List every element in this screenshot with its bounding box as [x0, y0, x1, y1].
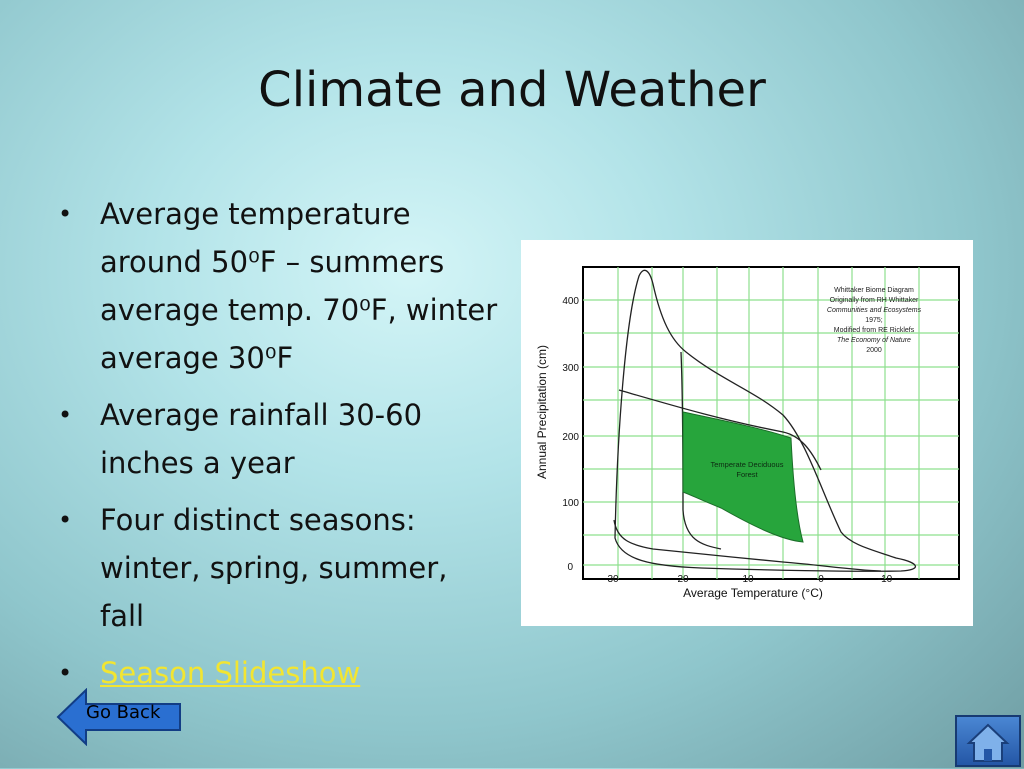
y-tick: 100 [562, 498, 579, 509]
region-label-line1: Temperate Deciduous [711, 460, 784, 469]
credit-block: Whittaker Biome Diagram Originally from … [827, 287, 922, 354]
x-tick: 30 [607, 574, 619, 585]
credit-line: Whittaker Biome Diagram [834, 287, 914, 294]
y-tick-labels: 400 300 200 100 0 [562, 296, 579, 573]
bullet-item: • Average rainfall 30-60 inches a year [58, 391, 498, 487]
bullet-dot: • [58, 401, 73, 429]
y-tick: 200 [562, 432, 579, 443]
bullet-dot: • [58, 659, 73, 687]
credit-line: 2000 [866, 347, 882, 354]
biome-diagram-svg: Temperate Deciduous Forest Whittaker Bio… [535, 266, 960, 600]
bullet-text: Average rainfall 30-60 inches a year [100, 398, 423, 480]
bullet-text: Four distinct seasons: winter, spring, s… [100, 503, 448, 633]
go-back-label: Go Back [86, 702, 161, 723]
home-icon [966, 723, 1010, 762]
credit-line: 1975; [865, 317, 883, 324]
credit-line: Originally from RH Whittaker [830, 297, 919, 304]
x-tick: 10 [742, 574, 754, 585]
x-tick: -10 [878, 574, 893, 585]
biome-boundaries [613, 269, 917, 572]
y-axis-label: Annual Precipitation (cm) [535, 345, 549, 479]
season-slideshow-link[interactable]: Season Slideshow [100, 656, 361, 690]
bullet-item: • Average temperature around 50⁰F – summe… [58, 190, 498, 382]
x-axis-label: Average Temperature (°C) [683, 586, 823, 600]
bullet-dot: • [58, 506, 73, 534]
credit-line: The Economy of Nature [837, 337, 911, 344]
x-tick: 0 [818, 574, 824, 585]
y-tick: 0 [567, 562, 573, 573]
y-tick: 300 [562, 363, 579, 374]
credit-line: Modified from RE Ricklefs [834, 327, 915, 334]
temperate-deciduous-region [682, 411, 804, 543]
x-tick-labels: 30 20 10 0 -10 [607, 574, 892, 585]
y-tick: 400 [562, 296, 579, 307]
x-tick: 20 [677, 574, 689, 585]
credit-line: Communities and Ecosystems [827, 307, 922, 314]
bullet-dot: • [58, 200, 73, 228]
bullet-list: • Average temperature around 50⁰F – summe… [58, 190, 498, 706]
bullet-item: • Season Slideshow [58, 649, 498, 697]
back-arrow-icon [56, 687, 181, 747]
home-button[interactable] [955, 715, 1021, 767]
region-label-line2: Forest [736, 470, 758, 479]
go-back-button[interactable]: Go Back [56, 687, 184, 747]
bullet-item: • Four distinct seasons: winter, spring, … [58, 496, 498, 640]
slide-title: Climate and Weather [258, 62, 766, 118]
whittaker-biome-figure: Temperate Deciduous Forest Whittaker Bio… [521, 240, 973, 626]
bullet-text: Average temperature around 50⁰F – summer… [100, 197, 498, 375]
